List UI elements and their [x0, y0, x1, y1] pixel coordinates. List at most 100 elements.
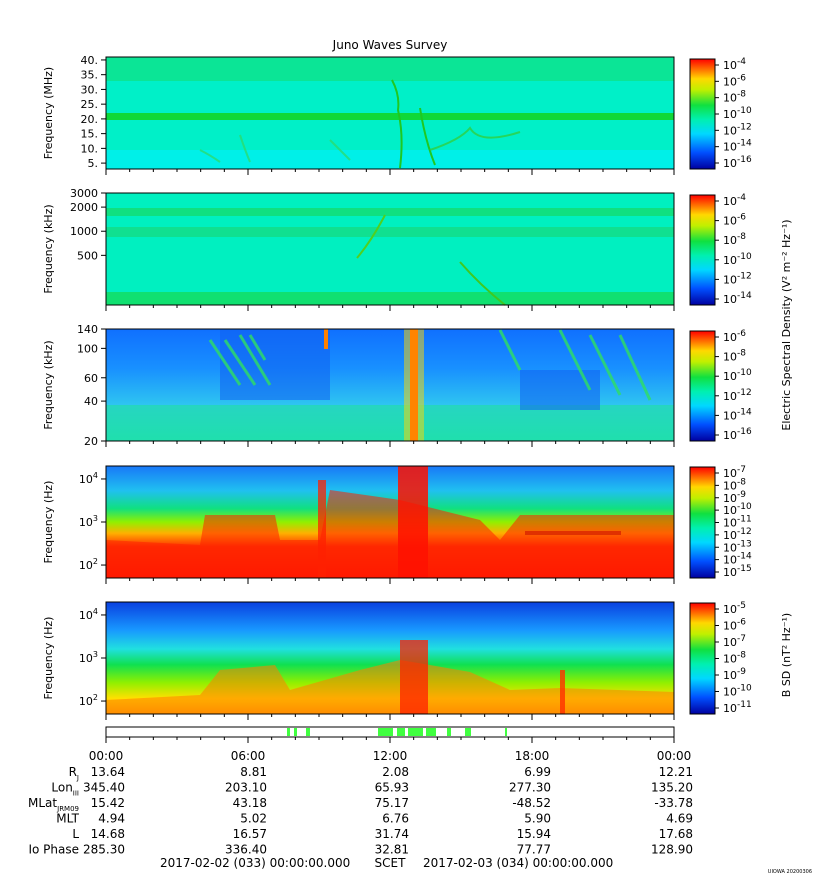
- ephemeris-value: 285.30: [83, 843, 125, 857]
- colorbar-tick-label: 10-12: [723, 527, 752, 542]
- mode-bar-segment: [397, 728, 405, 736]
- colorbar-tick-label: 10-12: [723, 271, 752, 286]
- lfr-low-b-spike: [560, 670, 565, 714]
- colorbar-tick-label: 10-8: [723, 477, 746, 492]
- y-tick-label: 2000: [70, 201, 98, 214]
- colorbar-tick-label: 10-8: [723, 90, 746, 105]
- mode-bar-segment: [426, 728, 436, 736]
- mode-bar-segment: [447, 728, 451, 736]
- colorbar-tick-label: 10-15: [723, 564, 752, 579]
- colorbar-tick-label: 10-8: [723, 651, 746, 666]
- emission-arc-1: [391, 79, 403, 169]
- y-tick-label: 102: [79, 557, 98, 572]
- ephemeris-value: 14.68: [91, 827, 125, 841]
- ephemeris-value: 128.90: [651, 843, 693, 857]
- scet-label: SCET: [375, 856, 407, 870]
- emission-arc-4: [199, 134, 351, 163]
- colorbar-tick-label: 10-4: [723, 193, 746, 208]
- colorbar-tick-label: 10-6: [723, 618, 746, 633]
- y-tick-label: 20: [84, 435, 98, 448]
- x-tick-label: 18:00: [515, 749, 550, 763]
- mode-bar-segment: [287, 728, 290, 736]
- y-tick-label: 1000: [70, 225, 98, 238]
- colorbar-tick-label: 10-9: [723, 667, 746, 682]
- colorbar-tick-label: 10-12: [723, 388, 752, 403]
- ephemeris-value: 203.10: [225, 781, 267, 795]
- ephemeris-value: 12.21: [659, 765, 693, 779]
- ephemeris-value: 5.90: [524, 812, 551, 826]
- lfr-low-b-storm: [400, 640, 428, 714]
- mode-bar-segment: [465, 728, 471, 736]
- ephemeris-value: -33.78: [654, 796, 693, 810]
- y-tick-label: 40: [84, 395, 98, 408]
- ephemeris-value: 15.94: [517, 827, 551, 841]
- mode-bar-segment: [505, 728, 507, 736]
- panel-lfr-high: [105, 328, 675, 442]
- ephemeris-value: 135.20: [651, 781, 693, 795]
- y-tick-label: 100: [77, 342, 98, 355]
- colorbar-4: [689, 466, 716, 579]
- colorbar-tick-label: 10-8: [723, 232, 746, 247]
- colorbar-tick-label: 10-10: [723, 502, 752, 517]
- y-tick-label: 103: [79, 514, 98, 529]
- colorbar-tick-label: 10-10: [723, 106, 752, 121]
- ephemeris-row-label: MLT: [56, 812, 79, 826]
- colorbar-labels: 10-410-610-810-1010-1210-1410-1610-410-6…: [715, 57, 752, 715]
- panel-lfr-low-e: [105, 465, 675, 579]
- panel-hfr-high: [105, 56, 675, 170]
- y-tick-label: 40.: [81, 54, 99, 67]
- colorbar-tick-label: 10-13: [723, 539, 752, 554]
- emission-arc-5: [356, 214, 386, 259]
- ephemeris-row-label: Io Phase: [28, 843, 79, 857]
- y-tick-label: 140: [77, 323, 98, 336]
- colorbar-2: [689, 194, 716, 306]
- y-tick-label: 5.: [88, 157, 99, 170]
- ephemeris-value: 32.81: [375, 843, 409, 857]
- scet-end: 2017-02-03 (034) 00:00:00.000: [423, 856, 613, 870]
- y-tick-label: 103: [79, 650, 98, 665]
- emission-arc-2: [419, 107, 436, 166]
- colorbar-tick-label: 10-8: [723, 349, 746, 364]
- ephemeris-value: 15.42: [91, 796, 125, 810]
- lfr-high-blue-region: [220, 330, 600, 410]
- ephemeris-value: 277.30: [509, 781, 551, 795]
- mode-bar-segment: [306, 728, 310, 736]
- lfr-high-spike: [324, 329, 328, 349]
- y-tick-label: 10.: [81, 142, 99, 155]
- axes-layer: 40. 35.30. 25. 20. 15.10. 5. Frequency (MHz) 30…: [42, 54, 675, 743]
- ephemeris-value: 17.68: [659, 827, 693, 841]
- ephemeris-value: 13.64: [91, 765, 125, 779]
- lfr-low-e-storm: [398, 466, 428, 578]
- uiowa-stamp: UIOWA 20200306: [768, 869, 812, 875]
- y-axis-label: Frequency (kHz): [42, 204, 55, 293]
- y-tick-label: 500: [77, 249, 98, 262]
- y-axis-label: Frequency (MHz): [42, 67, 55, 159]
- ephemeris-value: 43.18: [233, 796, 267, 810]
- colorbar-tick-label: 10-11: [723, 515, 752, 530]
- colorbar-tick-label: 10-7: [723, 634, 746, 649]
- colorbar-tick-label: 10-7: [723, 465, 746, 480]
- lfr-low-e-line: [525, 531, 621, 535]
- ephemeris-value: 75.17: [375, 796, 409, 810]
- colorbar-tick-label: 10-14: [723, 139, 752, 154]
- lfr-high-bottom-green: [106, 405, 674, 441]
- band-hfr-low-1200: [106, 227, 674, 237]
- ephemeris-value: 5.02: [240, 812, 267, 826]
- colorbar-tick-label: 10-10: [723, 684, 752, 699]
- scet-start: 2017-02-02 (033) 00:00:00.000: [160, 856, 350, 870]
- emission-streaks-1: [208, 334, 272, 386]
- x-tick-label: 00:00: [657, 749, 692, 763]
- lfr-low-b-orange-floor: [106, 660, 674, 714]
- colorbar-tick-label: 10-12: [723, 122, 752, 137]
- ephemeris-value: 6.76: [382, 812, 409, 826]
- ephemeris-row-label: L: [72, 827, 79, 841]
- colorbar-tick-label: 10-6: [723, 329, 746, 344]
- mode-bar-segment: [378, 728, 393, 736]
- y-axis-label: Frequency (kHz): [42, 340, 55, 429]
- colorbar-tick-label: 10-9: [723, 490, 746, 505]
- y-tick-label: 15.: [81, 128, 99, 141]
- colorbar-1: [689, 58, 716, 170]
- ephemeris-value: 31.74: [375, 827, 409, 841]
- y-axis-label: Frequency (Hz): [42, 617, 55, 700]
- colorbar-tick-label: 10-4: [723, 57, 746, 72]
